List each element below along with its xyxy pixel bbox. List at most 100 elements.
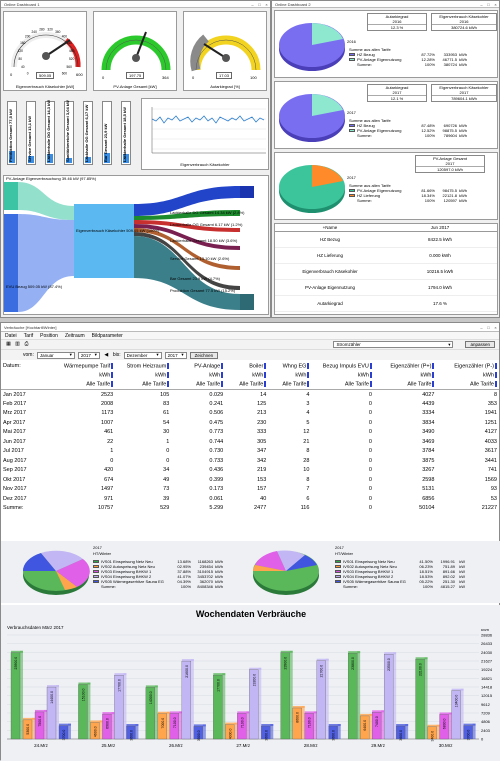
column-header[interactable]: Wärmepumpe Tarif: [53, 361, 116, 371]
menu-item[interactable]: Zeitraum: [64, 333, 85, 339]
dashboard-2-titlebar[interactable]: Online Dashboard 2 – □ ×: [272, 1, 499, 8]
table-cell: 3784: [422, 448, 435, 455]
to-month-select[interactable]: Dezember ▾: [123, 351, 162, 359]
verbrauch-titlebar[interactable]: Verbräuche [Hochtarif/Winter] – □ ×: [1, 323, 499, 332]
legend-row: IVS05 Wärmegaserhitze Sauna EG 05.22% 251.…: [335, 579, 465, 584]
from-month-select[interactable]: Januar ▾: [36, 351, 75, 359]
column-header[interactable]: PV-Anlage: [171, 361, 225, 371]
column-marker-icon: [369, 372, 372, 379]
legend-row: IVS01 Einspeisung Netz Neu 41.50% 1996.91 k…: [335, 559, 465, 564]
apply-button[interactable]: anpassen: [465, 341, 495, 348]
legend-name: PV-Anlage Eigennutzung: [357, 128, 402, 133]
table-cell: 0: [368, 457, 372, 464]
autarkie-block-2016: Autarkiegrad 2016 12.3 % Eigenverbrauch …: [274, 10, 498, 78]
maximize-icon[interactable]: □: [487, 1, 490, 7]
close-icon[interactable]: ×: [265, 1, 268, 7]
legend-val: 239454: [199, 564, 213, 569]
legend-pct: 100%: [424, 62, 435, 67]
legend-row: IVS05 Wärmegaserhitze Sauna EG 04.39% 3620…: [93, 579, 223, 584]
legend-row: PV-Anlage Eigennutzung 81.66% 98475.5 kWh: [349, 188, 467, 193]
table-row: Feb 2017 2008 83 0.241 125 3 0 4439 353: [1, 399, 499, 409]
legend-pct: 81.66%: [421, 188, 435, 193]
print-icon[interactable]: ⎙: [24, 341, 29, 347]
table-cell: 0: [368, 495, 372, 502]
bar-top: [35, 709, 47, 712]
dashboard-1-titlebar[interactable]: Online Dashboard 1 – □ ×: [1, 1, 270, 8]
column-header[interactable]: Whng EG: [268, 361, 311, 371]
bar-side: [258, 667, 262, 739]
from-year-select[interactable]: 2017 ▾: [77, 351, 100, 359]
legend-val: 891.66: [442, 569, 455, 574]
meter-select[interactable]: Stromzähler ▾: [333, 341, 454, 348]
legend-row: PV-Anlage Eigennutzung 12.52% 98875.5 kWh: [349, 128, 467, 133]
minimize-icon[interactable]: –: [480, 1, 483, 7]
week-bar-chart: 0 2403 4806 7209 9612 12015 14418 16821 19224 216…: [7, 629, 493, 748]
bar-chart-icon[interactable]: ▥: [15, 341, 20, 347]
menu-item[interactable]: Bildparameter: [91, 333, 123, 339]
column-header[interactable]: Boiler: [225, 361, 268, 371]
table-cell: 4: [306, 391, 310, 398]
legend-swatch: [335, 570, 341, 573]
legend-name: IVS03 Einspeisung BHKW 1: [101, 569, 152, 574]
column-header[interactable]: Eigenzähler (P+): [374, 361, 437, 371]
column-header-label: Eigenzähler (P+): [390, 362, 432, 369]
tariff-cell: Alle Tarife: [115, 380, 172, 390]
legend-pct: 02.95%: [177, 564, 191, 569]
table-cell: Feb 2017: [3, 400, 27, 407]
block1-legend: Summe aus allen Tarife HZ Bezug 87.72% 333…: [349, 47, 467, 67]
summary-row-name: HZ Bezug: [319, 237, 340, 242]
table-cell: 674: [104, 476, 114, 483]
close-icon[interactable]: ×: [494, 324, 497, 330]
table-cell: 83: [163, 400, 170, 407]
tariff-pie-2: [253, 550, 319, 595]
block3-legend-title: Summe aus allen Tarife: [349, 183, 391, 188]
column-header[interactable]: Datum:: [1, 361, 53, 371]
legend-val: 22121.8: [442, 193, 457, 198]
column-header[interactable]: Eigenzähler (P-): [436, 361, 499, 371]
legend-val: 4815.27: [440, 584, 455, 589]
to-year-select[interactable]: 2017 ▾: [164, 351, 187, 359]
table-cell: 0: [368, 410, 372, 417]
prev-icon[interactable]: ◀: [104, 351, 109, 358]
tariff-label: Alle Tarife: [196, 381, 221, 388]
table-cell: Jan 2017: [3, 391, 26, 398]
menu-item[interactable]: Tarif: [23, 333, 34, 339]
gauge-pv: 0 364: [101, 31, 171, 80]
dashboard-1-title: Online Dashboard 1: [4, 1, 40, 7]
meter-select-value: Stromzähler: [336, 342, 361, 347]
bar-top: [23, 717, 35, 720]
table-cell: 0: [368, 391, 372, 398]
close-icon[interactable]: ×: [494, 1, 497, 7]
bar-side: [32, 717, 35, 739]
legend-pct: 100%: [424, 198, 435, 203]
column-header[interactable]: Strom Heizraum: [115, 361, 171, 371]
column-header-label: Strom Heizraum: [126, 362, 167, 369]
legend-row: IVS04 Einspeisung BHKW 2 18.53% 892.02 kW: [335, 574, 465, 579]
draw-button[interactable]: Zeichnen: [189, 351, 219, 359]
column-header[interactable]: Bezug Impuls EVU: [311, 361, 374, 371]
minimize-icon[interactable]: –: [251, 1, 254, 7]
column-header-label: Boiler: [249, 362, 264, 369]
minimize-icon[interactable]: –: [480, 324, 483, 330]
maximize-icon[interactable]: □: [258, 1, 261, 7]
bar-top: [396, 724, 409, 727]
maximize-icon[interactable]: □: [487, 324, 490, 330]
consumption-table: Datum: Wärmepumpe Tarif Strom Heizraum PV-A…: [1, 361, 499, 513]
summary-row: Autarkiegrad 17.6 %: [275, 296, 497, 312]
table-cell: 10: [303, 467, 310, 474]
calendar-icon[interactable]: ▦: [6, 341, 11, 347]
table-cell: 2598: [422, 476, 435, 483]
block2-head1-val: 12.1 %: [368, 95, 426, 101]
bar-top: [102, 712, 115, 715]
bar-value-label: 3600.0: [264, 730, 268, 741]
sankey-label-main: Eigenverbrauch Käsekohler 509.05 kW (100…: [76, 228, 160, 233]
menu-item[interactable]: Datei: [5, 333, 17, 339]
legend-val: 46771.5: [442, 57, 457, 62]
tariff-label: Alle Tarife: [344, 381, 369, 388]
bar-top: [181, 659, 194, 662]
table-cell: 22: [107, 438, 114, 445]
y-axis-unit: kWh: [481, 629, 489, 632]
table-cell: 3875: [422, 457, 435, 464]
legend-row: IVS03 Einspeisung BHKW 1 18.51% 891.66 kW: [335, 569, 465, 574]
menu-item[interactable]: Position: [40, 333, 58, 339]
